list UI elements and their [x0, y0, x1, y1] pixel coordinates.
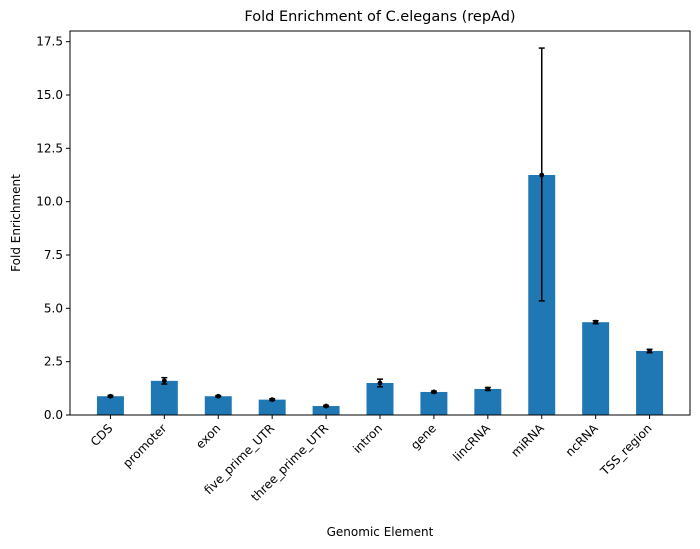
bar-intron — [366, 383, 394, 415]
y-axis: 0.0 2.5 5.0 7.5 10.0 12.5 15.0 17.5 — [36, 35, 70, 422]
mean-point-lincRNA — [485, 386, 491, 392]
y-tick-label-2.5: 2.5 — [44, 355, 63, 369]
y-tick-label-5.0: 5.0 — [44, 301, 63, 315]
bar-CDS — [96, 396, 124, 415]
mean-point-TSS_region — [647, 348, 652, 354]
y-tick-label-17.5: 17.5 — [36, 35, 63, 49]
chart-title: Fold Enrichment of C.elegans (repAd) — [244, 9, 515, 25]
x-tick-label-TSS_region: TSS_region — [597, 421, 655, 479]
bar-gene — [420, 391, 448, 415]
x-axis-label: Genomic Element — [327, 525, 434, 539]
y-tick-label-0.0: 0.0 — [44, 408, 63, 422]
bar-five_prime_UTR — [258, 399, 286, 415]
x-tick-label-promoter: promoter — [120, 421, 169, 470]
mean-point-CDS — [108, 393, 113, 399]
x-tick-label-exon: exon — [193, 421, 223, 451]
mean-point-intron — [377, 380, 383, 386]
y-tick-label-15.0: 15.0 — [36, 88, 63, 102]
mean-point-three_prime_UTR — [323, 403, 329, 409]
x-tick-label-miRNA: miRNA — [508, 421, 547, 460]
y-axis-label: Fold Enrichment — [9, 174, 23, 272]
mean-point-exon — [215, 393, 221, 399]
mean-point-five_prime_UTR — [269, 397, 275, 403]
bar-promoter — [150, 380, 178, 415]
mean-point-promoter — [161, 378, 167, 384]
bar-TSS_region — [636, 351, 664, 415]
mean-point-ncRNA — [593, 319, 599, 325]
y-tick-label-7.5: 7.5 — [44, 248, 63, 262]
mean-point-gene — [431, 389, 437, 395]
x-axis: CDS promoter exonfive_prime_UTRthree_prime… — [88, 415, 655, 504]
plot-frame — [69, 30, 691, 416]
bar-ncRNA — [582, 322, 610, 415]
bar-lincRNA — [474, 388, 502, 415]
x-tick-label-ncRNA: ncRNA — [563, 421, 602, 460]
x-tick-label-gene: gene — [408, 421, 439, 452]
x-tick-label-CDS: CDS — [88, 421, 116, 449]
x-tick-label-intron: intron — [350, 421, 385, 456]
bar-three_prime_UTR — [312, 406, 340, 415]
y-tick-label-10.0: 10.0 — [36, 195, 63, 209]
mean-point-miRNA — [539, 172, 545, 178]
x-tick-label-lincRNA: lincRNA — [450, 421, 493, 464]
bar-exon — [204, 396, 232, 415]
error-bars-group — [107, 47, 653, 409]
y-tick-label-12.5: 12.5 — [36, 141, 63, 155]
